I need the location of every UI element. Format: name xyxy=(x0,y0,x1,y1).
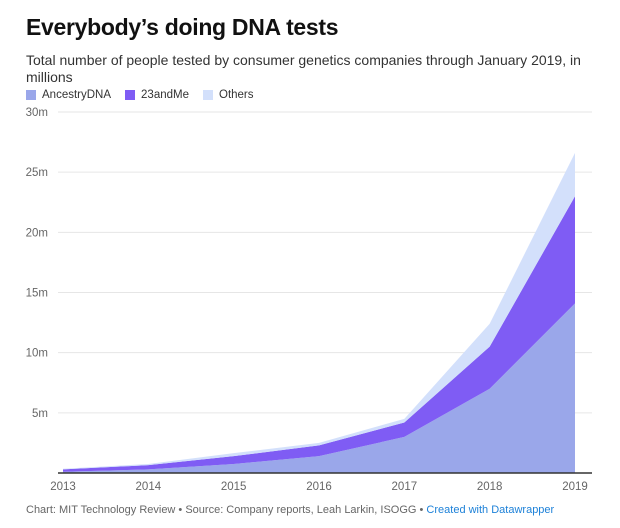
y-tick-label: 20m xyxy=(26,227,48,239)
legend-item-ancestrydna: AncestryDNA xyxy=(26,89,111,101)
legend-label: AncestryDNA xyxy=(42,89,112,101)
y-tick-label: 30m xyxy=(26,107,48,119)
legend-label: 23andMe xyxy=(141,89,189,101)
legend-item-23andme: 23andMe xyxy=(125,89,189,101)
x-tick-label: 2015 xyxy=(221,481,247,493)
x-tick-label: 2017 xyxy=(392,481,418,493)
legend: AncestryDNA 23andMe Others xyxy=(26,89,254,101)
y-tick-label: 10m xyxy=(26,348,48,360)
legend-swatch xyxy=(125,90,136,100)
area-ancestrydna xyxy=(63,303,575,473)
legend-swatch xyxy=(203,90,213,100)
x-tick-label: 2013 xyxy=(50,481,76,493)
footer: Chart: MIT Technology Review • Source: C… xyxy=(26,504,554,516)
x-tick-label: 2014 xyxy=(136,481,162,493)
legend-label: Others xyxy=(219,89,254,101)
x-tick-label: 2019 xyxy=(562,481,588,493)
x-tick-label: 2016 xyxy=(306,481,332,493)
footer-credit: Chart: MIT Technology Review • Source: C… xyxy=(26,504,427,516)
x-tick-label: 2018 xyxy=(477,481,503,493)
y-tick-label: 15m xyxy=(26,288,48,300)
legend-item-others: Others xyxy=(203,89,254,101)
y-tick-label: 5m xyxy=(32,408,48,420)
y-tick-label: 25m xyxy=(26,167,48,179)
chart-title: Everybody’s doing DNA tests xyxy=(26,14,339,40)
datawrapper-link[interactable]: Created with Datawrapper xyxy=(426,504,555,516)
chart-subtitle: Total number of people tested by consume… xyxy=(26,52,581,85)
legend-swatch xyxy=(26,90,36,100)
area-23andme xyxy=(63,196,575,472)
